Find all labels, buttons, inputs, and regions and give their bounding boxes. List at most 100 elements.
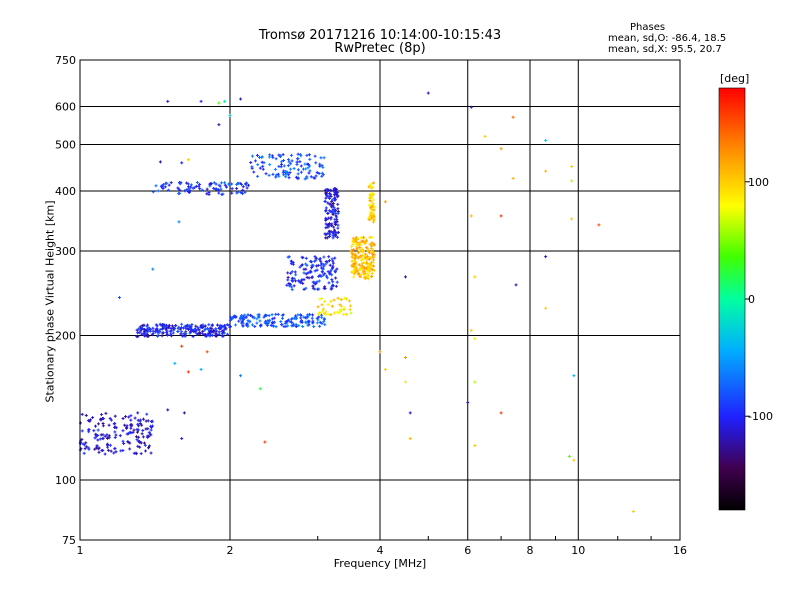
data-point [189, 185, 193, 189]
data-point [311, 321, 315, 325]
data-point [230, 187, 234, 191]
data-point [328, 192, 332, 196]
data-point [85, 445, 89, 449]
data-point [318, 273, 322, 277]
data-point [223, 99, 227, 103]
data-point [179, 181, 183, 185]
data-point [144, 449, 148, 453]
data-point [372, 216, 376, 220]
data-point [296, 313, 300, 317]
data-point [140, 324, 144, 328]
data-point [570, 164, 574, 168]
data-point [354, 255, 358, 259]
data-point [187, 328, 191, 332]
data-point [331, 189, 335, 193]
data-point [361, 235, 365, 239]
data-point [96, 422, 100, 426]
data-point [473, 444, 477, 448]
data-point [240, 192, 244, 196]
data-point [282, 158, 286, 162]
data-point [368, 263, 372, 267]
data-point [342, 312, 346, 316]
data-point [287, 318, 291, 322]
data-point [286, 255, 290, 259]
data-point [334, 214, 338, 218]
data-point [358, 267, 362, 271]
data-point [366, 271, 370, 275]
data-point [269, 323, 273, 327]
data-point [318, 320, 322, 324]
data-point [355, 241, 359, 245]
data-point [324, 233, 328, 237]
data-point [214, 187, 218, 191]
data-point [190, 323, 194, 327]
data-point [333, 217, 337, 221]
data-point [572, 458, 576, 462]
data-point [184, 330, 188, 334]
data-point [361, 265, 365, 269]
data-point [301, 325, 305, 329]
data-point [105, 436, 109, 440]
data-point [79, 447, 83, 451]
data-point [292, 284, 296, 288]
data-point [335, 267, 339, 271]
data-point [357, 256, 361, 260]
data-point [358, 275, 362, 279]
data-point [284, 175, 288, 179]
data-point [206, 332, 210, 336]
data-point [312, 176, 316, 180]
data-point [314, 174, 318, 178]
data-point [228, 325, 232, 329]
data-point [83, 447, 87, 451]
data-point [227, 323, 231, 327]
data-point [370, 214, 374, 218]
data-point [169, 181, 173, 185]
data-point [321, 307, 325, 311]
data-point [171, 331, 175, 335]
data-point [138, 440, 142, 444]
data-point [355, 254, 359, 258]
data-point [96, 428, 100, 432]
data-point [183, 189, 187, 193]
data-point [300, 320, 304, 324]
data-point [223, 323, 227, 327]
data-point [213, 330, 217, 334]
data-point [136, 411, 140, 415]
data-point [371, 192, 375, 196]
data-point [325, 232, 329, 236]
data-point [362, 265, 366, 269]
data-point [355, 246, 359, 250]
data-point [145, 330, 149, 334]
data-point [156, 334, 160, 338]
data-point [301, 256, 305, 260]
data-point [319, 156, 323, 160]
data-point [158, 329, 162, 333]
data-point [320, 261, 324, 265]
data-point [147, 444, 151, 448]
data-point [267, 155, 271, 159]
data-point [294, 273, 298, 277]
data-point [148, 432, 152, 436]
data-point [323, 285, 327, 289]
data-point [366, 247, 370, 251]
data-point [160, 184, 164, 188]
data-point [264, 172, 268, 176]
data-point [354, 239, 358, 243]
data-point [366, 265, 370, 269]
data-point [372, 205, 376, 209]
data-point [179, 332, 183, 336]
data-point [351, 242, 355, 246]
data-point [163, 185, 167, 189]
data-point [230, 317, 234, 321]
data-point [359, 248, 363, 252]
data-point [344, 312, 348, 316]
data-point [160, 327, 164, 331]
data-point [143, 332, 147, 336]
data-point [359, 258, 363, 262]
data-point [363, 254, 367, 258]
data-point [212, 186, 216, 190]
data-point [372, 215, 376, 219]
data-point [318, 162, 322, 166]
data-point [144, 419, 148, 423]
data-point [324, 216, 328, 220]
